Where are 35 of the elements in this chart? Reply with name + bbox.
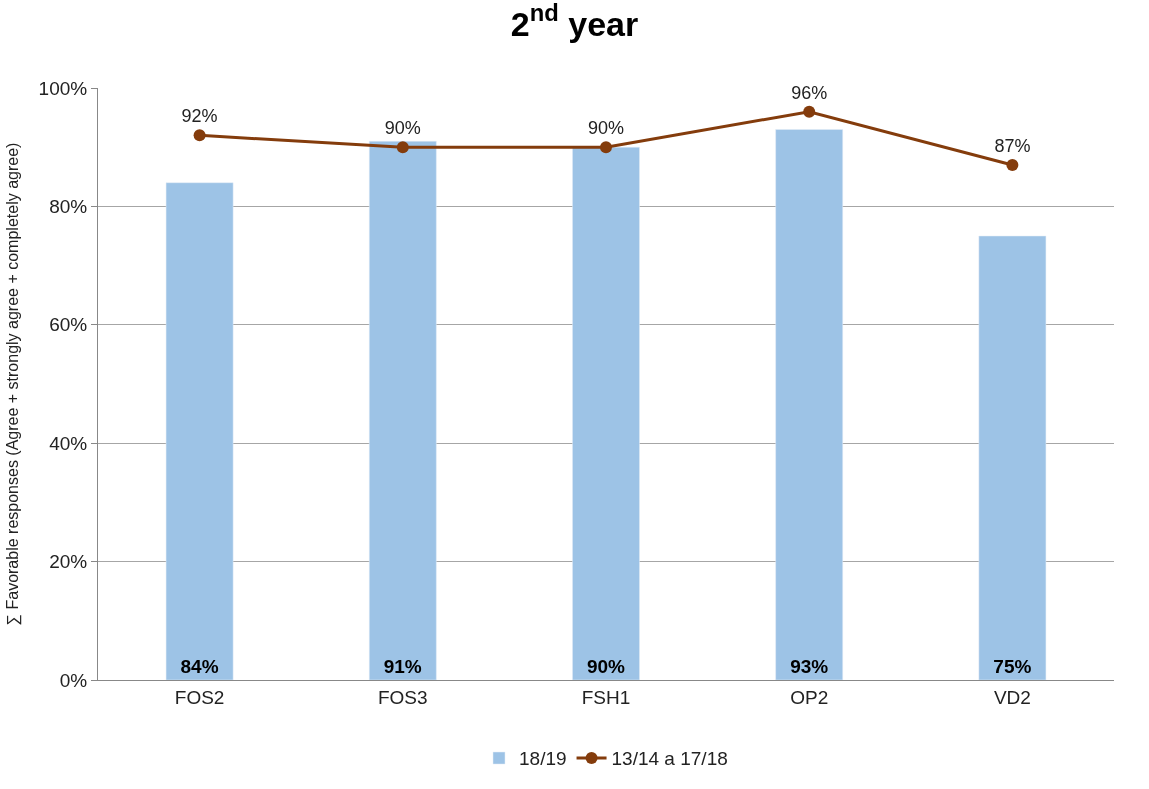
bar bbox=[165, 182, 234, 680]
data-label: 90% bbox=[587, 118, 625, 139]
bar bbox=[572, 146, 640, 680]
y-tick-label: 0% bbox=[59, 669, 88, 691]
y-tick-label: 80% bbox=[49, 196, 88, 218]
y-axis-title: ∑ Favorable responses (Agree + strongly agree + completely agree) bbox=[4, 142, 23, 626]
point bbox=[1006, 158, 1019, 171]
bar bbox=[369, 141, 437, 680]
bar bbox=[775, 129, 843, 680]
y-tick-label: 60% bbox=[49, 314, 88, 336]
data-label: 92% bbox=[181, 106, 218, 127]
y-tick-label: 40% bbox=[49, 432, 88, 454]
x-tick-label: OP2 bbox=[790, 686, 829, 708]
legend-label: 18/19 bbox=[519, 748, 567, 770]
data-label: 75% bbox=[993, 656, 1032, 677]
chart-title: 2$^{nd}$ year bbox=[510, 0, 639, 43]
point bbox=[193, 129, 206, 142]
data-label: 93% bbox=[790, 656, 829, 677]
x-tick-label: FOS3 bbox=[377, 686, 428, 708]
point bbox=[396, 141, 409, 154]
bar bbox=[978, 235, 1047, 680]
data-label: 90% bbox=[384, 118, 421, 139]
x-tick-label: VD2 bbox=[993, 686, 1031, 708]
y-tick-label: 20% bbox=[49, 551, 88, 573]
point bbox=[803, 105, 816, 118]
y-tick-label: 100% bbox=[38, 77, 88, 99]
x-tick-label: FSH1 bbox=[581, 686, 631, 708]
data-label: 87% bbox=[994, 135, 1031, 156]
data-label: 96% bbox=[791, 82, 828, 103]
legend-label: 13/14 a 17/18 bbox=[611, 748, 728, 770]
data-label: 84% bbox=[180, 656, 219, 677]
x-tick-label: FOS2 bbox=[174, 686, 225, 708]
point bbox=[600, 141, 612, 154]
data-label: 91% bbox=[383, 656, 422, 677]
data-label: 90% bbox=[586, 656, 626, 677]
